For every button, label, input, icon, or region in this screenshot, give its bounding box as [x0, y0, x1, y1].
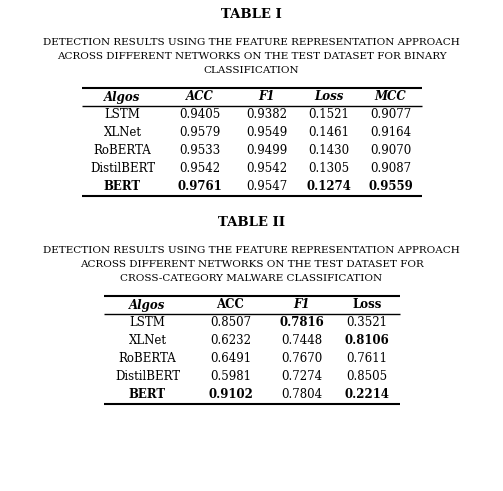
Text: 0.9499: 0.9499: [246, 144, 287, 158]
Text: 0.8106: 0.8106: [345, 334, 389, 348]
Text: XLNet: XLNet: [104, 127, 141, 139]
Text: DETECTION RESULTS USING THE FEATURE REPRESENTATION APPROACH: DETECTION RESULTS USING THE FEATURE REPR…: [43, 38, 460, 47]
Text: 0.5981: 0.5981: [210, 371, 251, 383]
Text: 0.9087: 0.9087: [370, 163, 411, 175]
Text: F1: F1: [294, 299, 310, 311]
Text: 0.6232: 0.6232: [210, 334, 251, 348]
Text: 0.7448: 0.7448: [282, 334, 322, 348]
Text: Loss: Loss: [352, 299, 382, 311]
Text: 0.9549: 0.9549: [246, 127, 287, 139]
Text: 0.6491: 0.6491: [210, 353, 251, 365]
Text: 0.8505: 0.8505: [347, 371, 388, 383]
Text: 0.1305: 0.1305: [308, 163, 349, 175]
Text: 0.9405: 0.9405: [179, 109, 220, 121]
Text: 0.7804: 0.7804: [282, 388, 322, 402]
Text: Algos: Algos: [129, 299, 165, 311]
Text: 0.9533: 0.9533: [179, 144, 220, 158]
Text: RoBERTA: RoBERTA: [94, 144, 151, 158]
Text: 0.2214: 0.2214: [345, 388, 389, 402]
Text: 0.9579: 0.9579: [179, 127, 220, 139]
Text: 0.9070: 0.9070: [370, 144, 411, 158]
Text: Algos: Algos: [104, 90, 141, 104]
Text: 0.9542: 0.9542: [179, 163, 220, 175]
Text: XLNet: XLNet: [128, 334, 166, 348]
Text: 0.9559: 0.9559: [368, 181, 413, 193]
Text: 0.9542: 0.9542: [246, 163, 287, 175]
Text: 0.9547: 0.9547: [246, 181, 287, 193]
Text: 0.9761: 0.9761: [177, 181, 222, 193]
Text: 0.7611: 0.7611: [347, 353, 387, 365]
Text: 0.3521: 0.3521: [347, 317, 387, 329]
Text: 0.8507: 0.8507: [210, 317, 251, 329]
Text: CLASSIFICATION: CLASSIFICATION: [204, 66, 299, 75]
Text: RoBERTA: RoBERTA: [119, 353, 177, 365]
Text: ACC: ACC: [217, 299, 244, 311]
Text: 0.7670: 0.7670: [281, 353, 322, 365]
Text: 0.1430: 0.1430: [308, 144, 349, 158]
Text: ACROSS DIFFERENT NETWORKS ON THE TEST DATASET FOR: ACROSS DIFFERENT NETWORKS ON THE TEST DA…: [79, 260, 424, 269]
Text: MCC: MCC: [375, 90, 406, 104]
Text: 0.7274: 0.7274: [282, 371, 322, 383]
Text: DistilBERT: DistilBERT: [90, 163, 155, 175]
Text: DETECTION RESULTS USING THE FEATURE REPRESENTATION APPROACH: DETECTION RESULTS USING THE FEATURE REPR…: [43, 246, 460, 255]
Text: 0.9164: 0.9164: [370, 127, 411, 139]
Text: Loss: Loss: [314, 90, 343, 104]
Text: ACC: ACC: [186, 90, 213, 104]
Text: 0.7816: 0.7816: [280, 317, 324, 329]
Text: 0.1461: 0.1461: [308, 127, 349, 139]
Text: ACROSS DIFFERENT NETWORKS ON THE TEST DATASET FOR BINARY: ACROSS DIFFERENT NETWORKS ON THE TEST DA…: [57, 52, 446, 61]
Text: 0.9382: 0.9382: [246, 109, 287, 121]
Text: BERT: BERT: [129, 388, 166, 402]
Text: 0.1521: 0.1521: [308, 109, 349, 121]
Text: DistilBERT: DistilBERT: [115, 371, 180, 383]
Text: 0.1274: 0.1274: [306, 181, 351, 193]
Text: TABLE I: TABLE I: [221, 8, 282, 21]
Text: 0.9102: 0.9102: [208, 388, 253, 402]
Text: CROSS-CATEGORY MALWARE CLASSIFICATION: CROSS-CATEGORY MALWARE CLASSIFICATION: [120, 274, 383, 283]
Text: LSTM: LSTM: [105, 109, 140, 121]
Text: 0.9077: 0.9077: [370, 109, 411, 121]
Text: TABLE II: TABLE II: [218, 216, 285, 229]
Text: F1: F1: [258, 90, 275, 104]
Text: LSTM: LSTM: [130, 317, 165, 329]
Text: BERT: BERT: [104, 181, 141, 193]
